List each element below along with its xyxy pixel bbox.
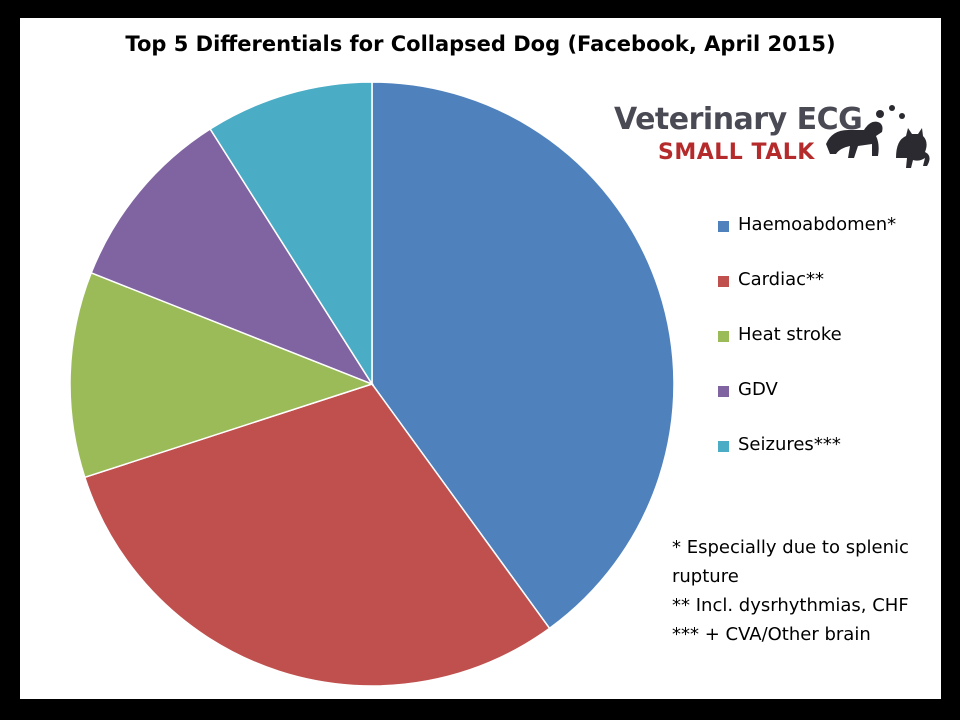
pie-chart <box>69 81 675 687</box>
legend-label: Heat stroke <box>738 324 842 345</box>
logo: Veterinary ECG SMALL TALK <box>612 96 930 188</box>
footnotes: * Especially due to splenic rupture ** I… <box>672 533 909 649</box>
dog-and-cat-silhouette-icon <box>826 105 930 168</box>
chart-frame: Top 5 Differentials for Collapsed Dog (F… <box>20 18 941 699</box>
footnote-line: rupture <box>672 566 739 587</box>
legend-swatch <box>718 221 729 232</box>
footnote-line: * Especially due to splenic <box>672 537 909 558</box>
logo-subtitle: SMALL TALK <box>658 140 815 165</box>
footnote-line: ** Incl. dysrhythmias, CHF <box>672 595 909 616</box>
legend-label: Cardiac** <box>738 269 825 290</box>
legend-label: Seizures*** <box>738 434 841 455</box>
pie-slice <box>83 383 551 687</box>
legend-label: GDV <box>738 379 778 400</box>
pie-slice <box>69 271 375 479</box>
legend-label: Haemoabdomen* <box>738 214 897 235</box>
pie-slice <box>371 81 675 630</box>
chart-title: Top 5 Differentials for Collapsed Dog (F… <box>125 32 836 56</box>
pie-slice <box>90 127 374 386</box>
logo-title: Veterinary ECG <box>614 102 863 137</box>
legend-swatch <box>718 276 729 287</box>
legend-swatch <box>718 331 729 342</box>
footnote-line: *** + CVA/Other brain <box>672 624 871 645</box>
legend-swatch <box>718 441 729 452</box>
pie-slice <box>209 81 373 387</box>
legend-swatch <box>718 386 729 397</box>
